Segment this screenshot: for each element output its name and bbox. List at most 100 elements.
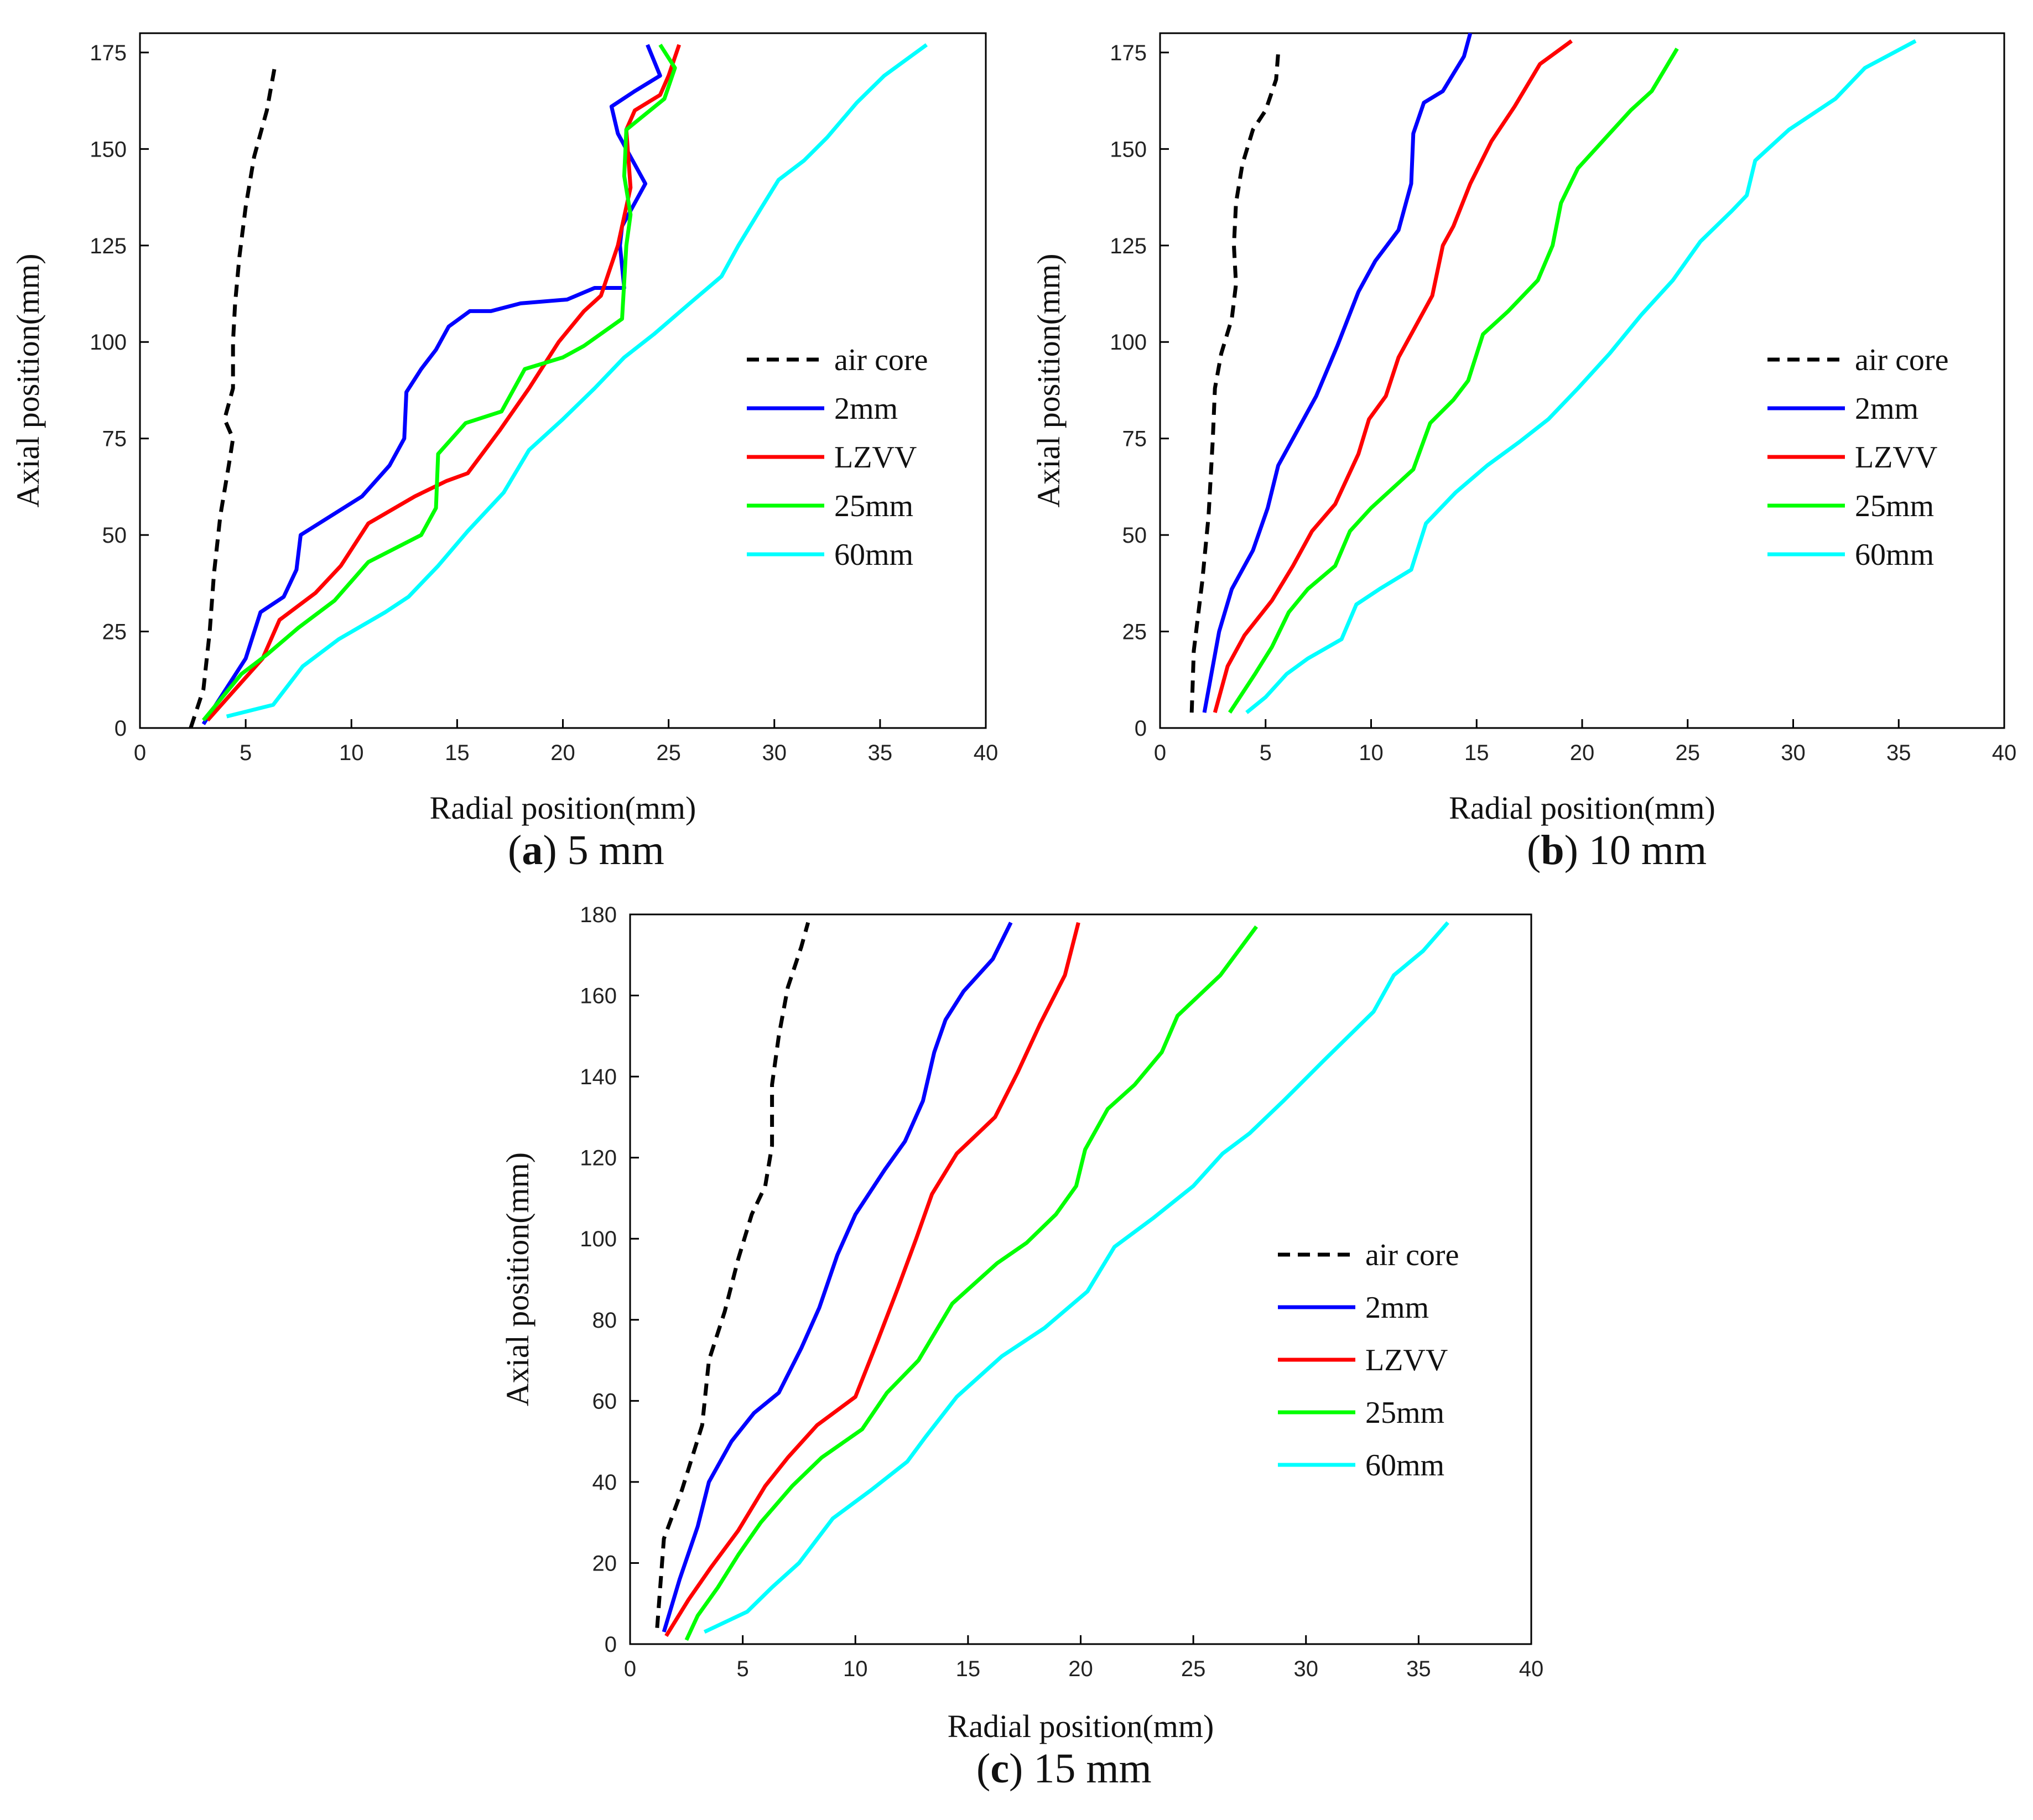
series-line-lzvv	[1213, 39, 1573, 714]
caption-text: 15 mm	[1033, 1745, 1151, 1792]
y-tick-label: 50	[1122, 523, 1147, 548]
panel-caption: (a) 5 mm	[508, 827, 664, 873]
series-line-air-core	[655, 922, 810, 1628]
x-tick-label: 40	[1992, 741, 2017, 765]
series-line-60mm	[1245, 39, 1917, 714]
legend-label: 2mm	[1365, 1291, 1429, 1325]
y-tick-label: 100	[1110, 330, 1147, 355]
y-tick-label: 160	[580, 984, 617, 1008]
y-tick-label: 175	[90, 41, 127, 65]
x-tick-label: 10	[339, 741, 364, 765]
series-line-25mm	[1228, 48, 1679, 714]
legend-label: LZVV	[1365, 1343, 1448, 1377]
y-tick-label: 0	[605, 1632, 617, 1657]
caption-text: 5 mm	[568, 827, 664, 873]
series-line-2mm	[1202, 33, 1473, 713]
y-tick-label: 150	[1110, 137, 1147, 162]
x-tick-label: 0	[624, 1657, 636, 1681]
y-tick-label: 60	[592, 1389, 617, 1413]
series-line-air-core	[189, 64, 278, 729]
y-tick-label: 100	[580, 1227, 617, 1251]
legend-label: 60mm	[1365, 1448, 1444, 1483]
panel-caption: (b) 10 mm	[1527, 827, 1707, 873]
caption-close-paren: )	[1564, 827, 1589, 873]
caption-letter: c	[990, 1745, 1009, 1792]
y-axis-title: Axial position(mm)	[500, 1152, 535, 1406]
x-axis-title: Radial position(mm)	[1449, 790, 1715, 826]
y-tick-label: 75	[102, 427, 127, 451]
x-tick-label: 20	[1570, 741, 1595, 765]
x-tick-label: 0	[1154, 741, 1166, 765]
y-axis-title: Axial position(mm)	[10, 253, 46, 507]
x-tick-label: 25	[1676, 741, 1701, 765]
x-tick-label: 25	[656, 741, 681, 765]
x-tick-label: 15	[1464, 741, 1489, 765]
y-tick-label: 75	[1122, 427, 1147, 451]
caption-close-paren: )	[543, 827, 567, 873]
series-line-2mm	[201, 44, 662, 725]
plot-frame	[139, 32, 987, 729]
legend-label: 2mm	[1855, 392, 1918, 426]
caption-letter: a	[522, 827, 543, 873]
x-tick-label: 35	[1886, 741, 1911, 765]
legend-label: LZVV	[834, 440, 917, 475]
series-line-25mm	[684, 925, 1259, 1641]
x-tick-label: 25	[1181, 1657, 1206, 1681]
x-tick-label: 40	[974, 741, 999, 765]
legend-label: LZVV	[1855, 440, 1937, 475]
y-tick-label: 175	[1110, 41, 1147, 65]
y-tick-label: 40	[592, 1470, 617, 1495]
legend-label: air core	[1365, 1238, 1459, 1272]
y-axis-title: Axial position(mm)	[1031, 253, 1067, 507]
legend-label: air core	[834, 343, 928, 377]
y-tick-label: 80	[592, 1308, 617, 1333]
x-tick-label: 35	[868, 741, 893, 765]
x-tick-label: 10	[1359, 741, 1384, 765]
y-tick-label: 100	[90, 330, 127, 355]
x-tick-label: 35	[1406, 1657, 1431, 1681]
y-tick-label: 125	[1110, 234, 1147, 258]
caption-letter: b	[1541, 827, 1564, 873]
legend-label: 60mm	[1855, 538, 1934, 572]
x-axis-title: Radial position(mm)	[430, 790, 696, 826]
x-tick-label: 30	[762, 741, 787, 765]
series-line-lzvv	[664, 922, 1080, 1637]
series-line-25mm	[201, 44, 677, 722]
x-tick-label: 20	[1068, 1657, 1093, 1681]
x-axis-title: Radial position(mm)	[948, 1708, 1214, 1744]
x-tick-label: 0	[134, 741, 146, 765]
series-line-60mm	[703, 921, 1449, 1634]
y-tick-label: 120	[580, 1146, 617, 1171]
caption-open-paren: (	[508, 827, 522, 873]
caption-open-paren: (	[976, 1745, 990, 1792]
y-tick-label: 25	[1122, 620, 1147, 644]
legend-label: 25mm	[1855, 489, 1934, 523]
y-tick-label: 125	[90, 234, 127, 258]
chart-panel-a: 0 5 10 15 20 25 30 35 40 0 25 50 75 100 125 150 175 Radia…	[10, 32, 999, 873]
series-line-2mm	[662, 922, 1013, 1633]
series-line-lzvv	[206, 44, 682, 722]
y-tick-label: 20	[592, 1551, 617, 1575]
x-tick-label: 30	[1294, 1657, 1319, 1681]
caption-close-paren: )	[1009, 1745, 1033, 1792]
y-tick-label: 180	[580, 903, 617, 927]
panel-caption: (c) 15 mm	[976, 1745, 1152, 1792]
x-tick-label: 15	[445, 741, 470, 765]
x-tick-label: 15	[956, 1657, 981, 1681]
plot-frame	[1159, 32, 2005, 729]
x-tick-label: 30	[1781, 741, 1806, 765]
chart-panel-c: 0 5 10 15 20 25 30 35 40 0 20 40 60 80 100 120 140 160 180…	[500, 903, 1543, 1792]
series-line-60mm	[226, 43, 928, 719]
x-tick-label: 5	[737, 1657, 749, 1681]
plot-frame	[629, 913, 1532, 1645]
x-tick-label: 5	[1260, 741, 1272, 765]
legend-label: air core	[1855, 343, 1948, 377]
caption-text: 10 mm	[1589, 827, 1707, 873]
y-tick-label: 0	[115, 716, 127, 741]
x-tick-label: 5	[240, 741, 252, 765]
x-tick-label: 10	[843, 1657, 868, 1681]
y-tick-label: 25	[102, 620, 127, 644]
x-tick-label: 40	[1519, 1657, 1544, 1681]
series-line-air-core	[1189, 52, 1281, 713]
